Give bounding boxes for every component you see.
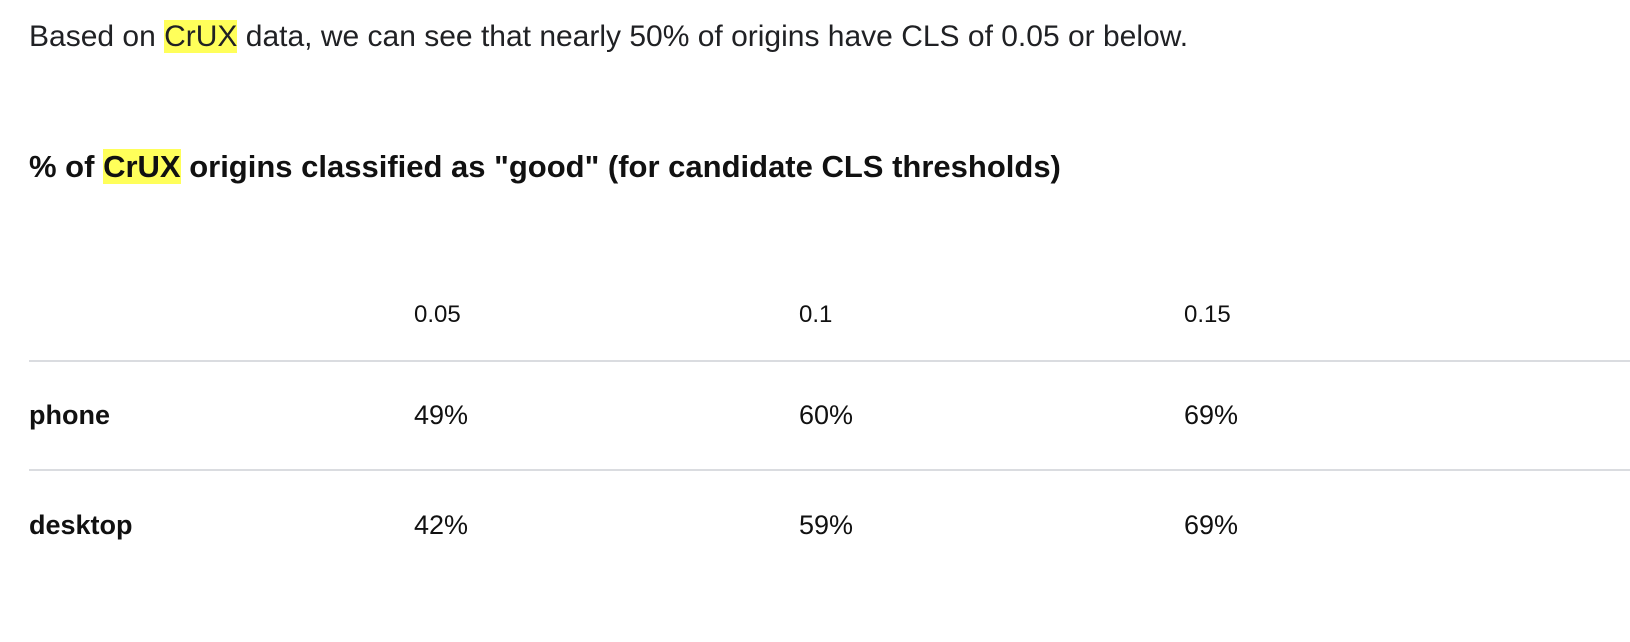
row-divider [29, 469, 1630, 471]
cell: 69% [1184, 510, 1239, 540]
text: origins classified as "good" (for candid… [180, 149, 1061, 184]
row-label: phone [29, 400, 110, 430]
text: Based on [29, 20, 165, 53]
highlight: CrUX [164, 20, 238, 53]
table-title: % of CrUX origins classified as "good" (… [29, 146, 1061, 188]
column-header: 0.05 [414, 301, 461, 328]
row-divider [29, 360, 1630, 362]
highlight: CrUX [103, 149, 181, 184]
cell: 59% [799, 510, 854, 540]
cell: 49% [414, 400, 469, 430]
cell: 42% [414, 510, 469, 540]
cell: 69% [1184, 400, 1239, 430]
row-label: desktop [29, 510, 133, 540]
paragraph: Based on CrUX data, we can see that near… [29, 16, 1188, 58]
column-header: 0.15 [1184, 301, 1231, 328]
cell: 60% [799, 400, 854, 430]
column-header: 0.1 [799, 301, 833, 328]
text: data, we can see that nearly 50% of orig… [237, 20, 1189, 53]
text: % of [29, 149, 104, 184]
